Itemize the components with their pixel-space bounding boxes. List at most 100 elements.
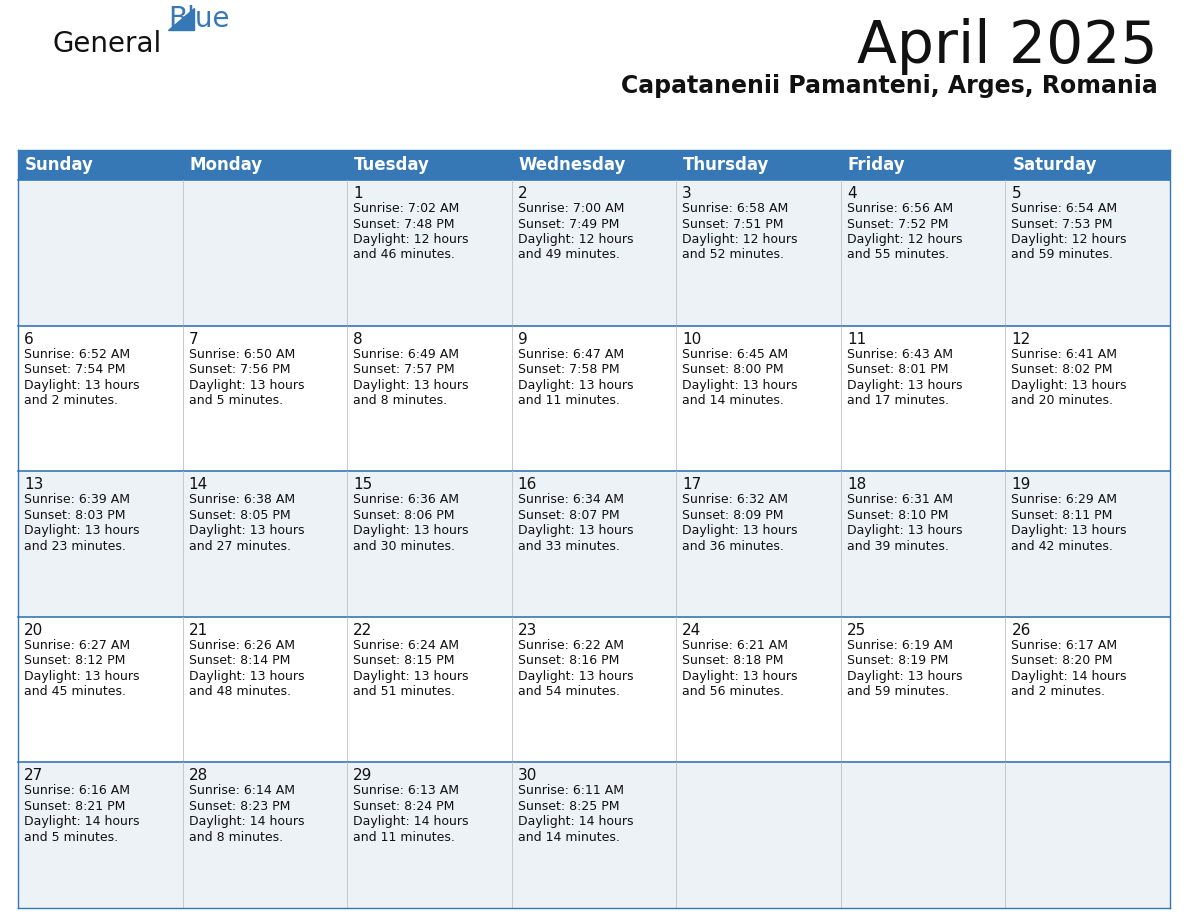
Text: and 8 minutes.: and 8 minutes. [353, 394, 447, 407]
Text: 18: 18 [847, 477, 866, 492]
Text: Sunrise: 6:39 AM: Sunrise: 6:39 AM [24, 493, 129, 506]
Text: 19: 19 [1011, 477, 1031, 492]
Text: Sunset: 8:10 PM: Sunset: 8:10 PM [847, 509, 948, 521]
Text: and 55 minutes.: and 55 minutes. [847, 249, 949, 262]
Text: 17: 17 [682, 477, 702, 492]
Text: Daylight: 13 hours: Daylight: 13 hours [682, 378, 798, 392]
Text: and 59 minutes.: and 59 minutes. [1011, 249, 1113, 262]
Text: Daylight: 13 hours: Daylight: 13 hours [847, 670, 962, 683]
Text: and 54 minutes.: and 54 minutes. [518, 686, 620, 699]
Text: Sunset: 7:58 PM: Sunset: 7:58 PM [518, 364, 619, 376]
Text: Daylight: 13 hours: Daylight: 13 hours [189, 524, 304, 537]
Text: Sunset: 8:07 PM: Sunset: 8:07 PM [518, 509, 619, 521]
Text: Sunset: 8:11 PM: Sunset: 8:11 PM [1011, 509, 1113, 521]
Text: Sunrise: 6:45 AM: Sunrise: 6:45 AM [682, 348, 789, 361]
Text: Sunrise: 6:47 AM: Sunrise: 6:47 AM [518, 348, 624, 361]
Text: Daylight: 13 hours: Daylight: 13 hours [24, 670, 139, 683]
Text: 2: 2 [518, 186, 527, 201]
Text: Sunrise: 7:02 AM: Sunrise: 7:02 AM [353, 202, 460, 215]
Text: Daylight: 13 hours: Daylight: 13 hours [1011, 378, 1127, 392]
Text: and 11 minutes.: and 11 minutes. [518, 394, 620, 407]
Text: Sunset: 8:19 PM: Sunset: 8:19 PM [847, 655, 948, 667]
Text: and 23 minutes.: and 23 minutes. [24, 540, 126, 553]
Bar [18, 150, 1170, 180]
Text: 27: 27 [24, 768, 43, 783]
Text: Sunrise: 6:27 AM: Sunrise: 6:27 AM [24, 639, 131, 652]
Text: Wednesday: Wednesday [519, 156, 626, 174]
Text: Sunrise: 6:29 AM: Sunrise: 6:29 AM [1011, 493, 1118, 506]
Text: 1: 1 [353, 186, 362, 201]
Text: Sunset: 8:18 PM: Sunset: 8:18 PM [682, 655, 784, 667]
Text: Daylight: 14 hours: Daylight: 14 hours [1011, 670, 1127, 683]
Text: 9: 9 [518, 331, 527, 347]
Text: 15: 15 [353, 477, 372, 492]
Text: 30: 30 [518, 768, 537, 783]
Text: 6: 6 [24, 331, 33, 347]
Text: Sunrise: 6:26 AM: Sunrise: 6:26 AM [189, 639, 295, 652]
Text: Daylight: 13 hours: Daylight: 13 hours [353, 524, 468, 537]
Text: Sunrise: 6:36 AM: Sunrise: 6:36 AM [353, 493, 459, 506]
Bar [18, 180, 1170, 326]
Text: Tuesday: Tuesday [354, 156, 430, 174]
Text: and 30 minutes.: and 30 minutes. [353, 540, 455, 553]
Polygon shape [168, 8, 194, 30]
Text: Sunset: 8:24 PM: Sunset: 8:24 PM [353, 800, 455, 813]
Text: 29: 29 [353, 768, 373, 783]
Text: Sunrise: 6:17 AM: Sunrise: 6:17 AM [1011, 639, 1118, 652]
Text: Monday: Monday [190, 156, 263, 174]
Text: and 2 minutes.: and 2 minutes. [1011, 686, 1105, 699]
Text: Capatanenii Pamanteni, Arges, Romania: Capatanenii Pamanteni, Arges, Romania [621, 74, 1158, 98]
Text: and 5 minutes.: and 5 minutes. [189, 394, 283, 407]
Text: Sunset: 8:01 PM: Sunset: 8:01 PM [847, 364, 948, 376]
Text: Sunset: 7:51 PM: Sunset: 7:51 PM [682, 218, 784, 230]
Text: Daylight: 12 hours: Daylight: 12 hours [1011, 233, 1127, 246]
Text: Sunset: 8:20 PM: Sunset: 8:20 PM [1011, 655, 1113, 667]
Text: Sunrise: 6:21 AM: Sunrise: 6:21 AM [682, 639, 789, 652]
Text: Sunrise: 6:11 AM: Sunrise: 6:11 AM [518, 784, 624, 798]
Text: Saturday: Saturday [1012, 156, 1097, 174]
Text: Sunset: 8:12 PM: Sunset: 8:12 PM [24, 655, 126, 667]
Text: Sunrise: 7:00 AM: Sunrise: 7:00 AM [518, 202, 624, 215]
Text: Sunrise: 6:16 AM: Sunrise: 6:16 AM [24, 784, 129, 798]
Text: Sunrise: 6:49 AM: Sunrise: 6:49 AM [353, 348, 459, 361]
Text: Thursday: Thursday [683, 156, 770, 174]
Text: Daylight: 13 hours: Daylight: 13 hours [682, 524, 798, 537]
Text: Sunrise: 6:43 AM: Sunrise: 6:43 AM [847, 348, 953, 361]
Text: Sunrise: 6:19 AM: Sunrise: 6:19 AM [847, 639, 953, 652]
Text: Sunset: 8:15 PM: Sunset: 8:15 PM [353, 655, 455, 667]
Text: Daylight: 12 hours: Daylight: 12 hours [353, 233, 468, 246]
Text: Daylight: 13 hours: Daylight: 13 hours [189, 378, 304, 392]
Text: Sunset: 8:16 PM: Sunset: 8:16 PM [518, 655, 619, 667]
Text: Sunset: 7:54 PM: Sunset: 7:54 PM [24, 364, 126, 376]
Text: 5: 5 [1011, 186, 1020, 201]
Text: Daylight: 13 hours: Daylight: 13 hours [353, 378, 468, 392]
Text: Daylight: 13 hours: Daylight: 13 hours [518, 524, 633, 537]
Text: and 52 minutes.: and 52 minutes. [682, 249, 784, 262]
Text: 10: 10 [682, 331, 702, 347]
Text: Daylight: 14 hours: Daylight: 14 hours [353, 815, 468, 828]
Text: 25: 25 [847, 622, 866, 638]
Text: and 8 minutes.: and 8 minutes. [189, 831, 283, 844]
Text: Sunset: 7:49 PM: Sunset: 7:49 PM [518, 218, 619, 230]
Text: 20: 20 [24, 622, 43, 638]
Text: 11: 11 [847, 331, 866, 347]
Text: Sunrise: 6:41 AM: Sunrise: 6:41 AM [1011, 348, 1118, 361]
Text: Daylight: 13 hours: Daylight: 13 hours [518, 378, 633, 392]
Text: 21: 21 [189, 622, 208, 638]
Text: Sunset: 7:52 PM: Sunset: 7:52 PM [847, 218, 948, 230]
Text: 14: 14 [189, 477, 208, 492]
Text: 3: 3 [682, 186, 693, 201]
Text: 8: 8 [353, 331, 362, 347]
Text: General: General [52, 30, 162, 58]
Text: Daylight: 13 hours: Daylight: 13 hours [682, 670, 798, 683]
Text: Daylight: 14 hours: Daylight: 14 hours [24, 815, 139, 828]
Text: 4: 4 [847, 186, 857, 201]
Text: 16: 16 [518, 477, 537, 492]
Text: Sunset: 7:48 PM: Sunset: 7:48 PM [353, 218, 455, 230]
Text: Sunrise: 6:38 AM: Sunrise: 6:38 AM [189, 493, 295, 506]
Text: and 5 minutes.: and 5 minutes. [24, 831, 118, 844]
Text: Sunset: 8:02 PM: Sunset: 8:02 PM [1011, 364, 1113, 376]
Text: and 46 minutes.: and 46 minutes. [353, 249, 455, 262]
Text: April 2025: April 2025 [858, 18, 1158, 75]
Text: and 45 minutes.: and 45 minutes. [24, 686, 126, 699]
